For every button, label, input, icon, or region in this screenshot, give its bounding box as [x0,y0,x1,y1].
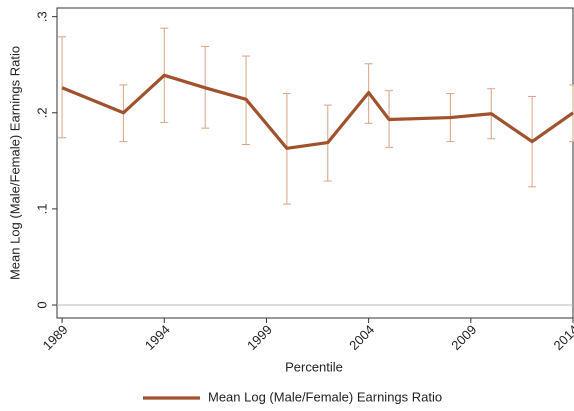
y-tick-label: .1 [34,203,49,214]
legend-label: Mean Log (Male/Female) Earnings Ratio [208,389,442,404]
y-tick-label: 0 [34,301,49,308]
plot-frame [56,7,574,319]
y-tick-label: .2 [34,107,49,118]
x-tick-label: 2004 [346,322,377,353]
x-tick-label: 1989 [40,322,71,353]
x-tick-label: 2014 [550,322,574,353]
x-tick-label: 2009 [448,322,479,353]
y-axis-label: Mean Log (Male/Female) Earnings Ratio [7,46,22,280]
data-line [61,73,574,150]
x-tick-label: 1999 [244,322,275,353]
y-tick-label: .3 [34,11,49,22]
x-tick-label: 1994 [142,322,173,353]
x-axis-label: Percentile [285,359,343,374]
